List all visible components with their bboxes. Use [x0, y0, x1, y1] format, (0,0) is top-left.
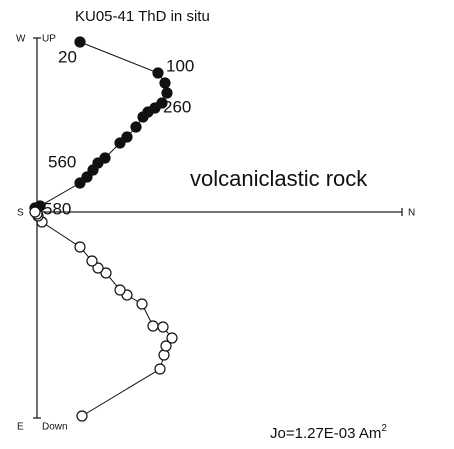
open-point — [92, 262, 104, 274]
open-point — [154, 363, 166, 375]
filled-point — [130, 121, 142, 133]
point-label: 100 — [166, 56, 194, 75]
filled-point — [114, 137, 126, 149]
moment-exponent: 2 — [381, 423, 387, 434]
filled-point — [159, 77, 171, 89]
point-label: 20 — [58, 47, 77, 66]
moment: Jo=1.27E-03 Am2 — [270, 423, 387, 442]
filled-point — [137, 111, 149, 123]
open-point — [76, 410, 88, 422]
filled-point — [74, 177, 86, 189]
filled-point — [87, 164, 99, 176]
open-point — [136, 298, 148, 310]
filled-point — [121, 131, 133, 143]
point-label: 560 — [48, 152, 76, 171]
axes — [30, 37, 403, 419]
chart-title: KU05-41 ThD in situ — [75, 8, 210, 25]
annotation: volcaniclastic rock — [190, 166, 368, 191]
filled-point — [161, 87, 173, 99]
filled-point — [74, 36, 86, 48]
trace-line — [34, 211, 173, 417]
filled-point — [81, 171, 93, 183]
open-point — [158, 349, 170, 361]
axis-label: S — [17, 208, 24, 219]
open-point — [166, 332, 178, 344]
trace-line — [34, 41, 168, 209]
open-point — [147, 320, 159, 332]
axis-label: Down — [42, 422, 68, 433]
open-point — [114, 284, 126, 296]
axis-label: N — [408, 208, 415, 219]
open-point — [86, 255, 98, 267]
point-label: 580 — [43, 199, 71, 218]
axis-label: UP — [42, 34, 56, 45]
axis-label: W — [16, 34, 26, 45]
open-point — [74, 241, 86, 253]
moment-text: Jo=1.27E-03 Am — [270, 425, 381, 442]
point-label: 260 — [163, 97, 191, 116]
open-point — [157, 321, 169, 333]
axis-label: E — [17, 422, 24, 433]
open-point — [29, 206, 41, 218]
filled-point — [152, 67, 164, 79]
open-point — [100, 267, 112, 279]
open-point — [160, 340, 172, 352]
